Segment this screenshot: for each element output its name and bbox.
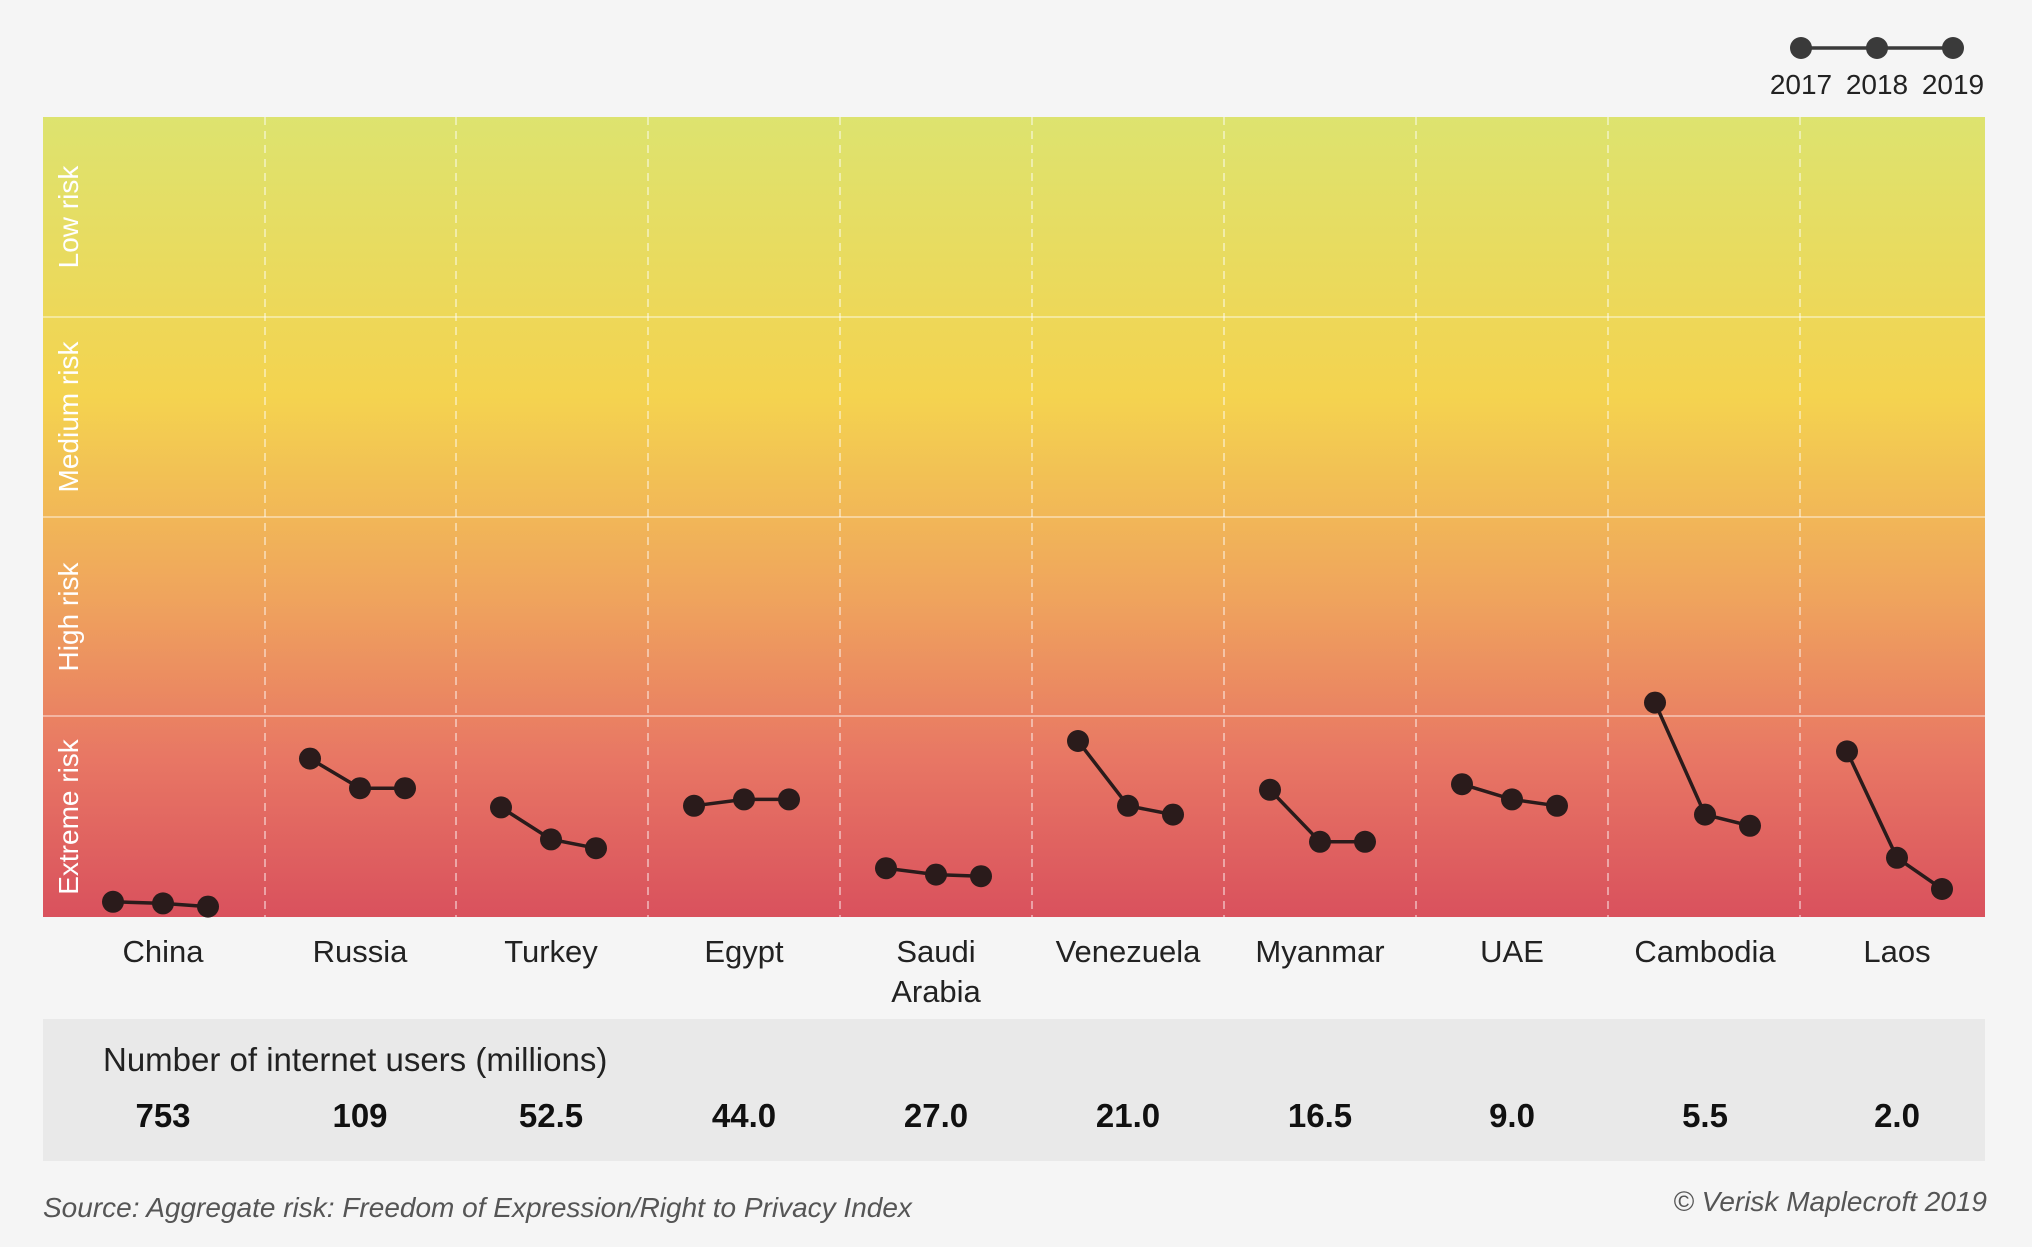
country-label: Myanmar — [1255, 934, 1384, 969]
data-point — [925, 863, 947, 886]
internet-users-panel: Number of internet users (millions) 753 1… — [43, 1019, 1985, 1161]
band-label: Medium risk — [53, 341, 84, 493]
data-point — [970, 865, 992, 888]
data-point — [1836, 740, 1858, 763]
data-point — [1354, 830, 1376, 853]
legend: 2017 2018 2019 — [1770, 37, 1984, 100]
data-point — [540, 828, 562, 851]
data-point — [1067, 730, 1089, 752]
legend-year-label: 2018 — [1846, 69, 1908, 100]
country-label: Russia — [313, 934, 409, 969]
internet-users-value: 9.0 — [1489, 1097, 1535, 1134]
country-label: Saudi Arabia — [891, 934, 981, 1009]
country-label: China — [123, 934, 205, 969]
country-label: Turkey — [504, 934, 598, 969]
legend-marker — [1942, 37, 1964, 59]
data-point — [733, 788, 755, 811]
internet-users-value: 753 — [135, 1097, 191, 1134]
data-point — [394, 777, 416, 800]
band-label: Low risk — [53, 165, 84, 269]
data-point — [1162, 803, 1184, 826]
country-label: Cambodia — [1634, 934, 1776, 969]
data-point — [875, 857, 897, 880]
country-label: Laos — [1863, 934, 1930, 969]
data-point — [1259, 778, 1281, 801]
internet-users-value: 44.0 — [711, 1097, 777, 1134]
country-label: UAE — [1480, 934, 1544, 969]
data-point — [490, 796, 512, 819]
legend-year-label: 2017 — [1770, 69, 1832, 100]
data-point — [1739, 814, 1761, 837]
data-point — [1117, 794, 1139, 817]
data-point — [152, 892, 174, 915]
band-label: High risk — [53, 562, 84, 672]
data-point — [1931, 878, 1953, 900]
internet-users-value: 16.5 — [1287, 1097, 1353, 1134]
internet-users-value: 52.5 — [518, 1097, 584, 1134]
data-point — [1501, 788, 1523, 811]
data-point — [197, 895, 219, 918]
data-point — [102, 890, 124, 913]
data-point — [1546, 794, 1568, 817]
internet-users-title: Number of internet users (millions) — [103, 1041, 608, 1078]
data-point — [778, 788, 800, 811]
data-point — [1451, 773, 1473, 796]
band-label: Extreme risk — [53, 738, 84, 895]
data-point — [1694, 803, 1716, 826]
data-point — [585, 837, 607, 860]
source-note: Source: Aggregate risk: Freedom of Expre… — [43, 1192, 912, 1223]
country-label: Egypt — [704, 934, 784, 969]
data-point — [1644, 691, 1666, 714]
legend-marker — [1790, 37, 1812, 59]
internet-users-value: 27.0 — [903, 1097, 969, 1134]
data-point — [299, 747, 321, 770]
legend-marker — [1866, 37, 1888, 59]
data-point — [349, 777, 371, 800]
data-point — [1309, 830, 1331, 853]
legend-year-label: 2019 — [1922, 69, 1984, 100]
data-point — [1886, 846, 1908, 869]
copyright-note: © Verisk Maplecroft 2019 — [1673, 1186, 1987, 1217]
internet-users-value: 21.0 — [1095, 1097, 1161, 1134]
data-point — [683, 794, 705, 817]
internet-users-value: 109 — [332, 1097, 388, 1134]
internet-users-value: 2.0 — [1874, 1097, 1920, 1134]
internet-users-value: 5.5 — [1682, 1097, 1728, 1134]
country-label: Venezuela — [1056, 934, 1202, 969]
